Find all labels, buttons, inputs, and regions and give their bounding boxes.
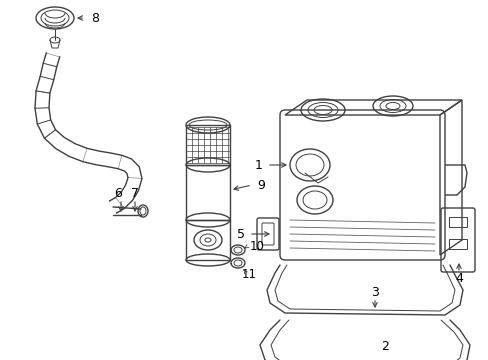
Text: 8: 8 (91, 12, 99, 24)
Bar (448, 217, 466, 227)
Text: 3: 3 (370, 285, 378, 298)
Bar (448, 239, 466, 249)
Text: 9: 9 (257, 179, 264, 192)
Text: 4: 4 (454, 273, 462, 285)
Text: 1: 1 (255, 158, 263, 171)
Text: 2: 2 (380, 339, 388, 352)
Bar (185, 165, 229, 220)
Bar (185, 220, 229, 260)
Text: 10: 10 (249, 239, 264, 252)
Text: 5: 5 (237, 228, 244, 240)
Text: 7: 7 (131, 186, 139, 199)
Text: 11: 11 (242, 269, 257, 282)
Bar (185, 125, 229, 165)
Text: 6: 6 (114, 186, 122, 199)
